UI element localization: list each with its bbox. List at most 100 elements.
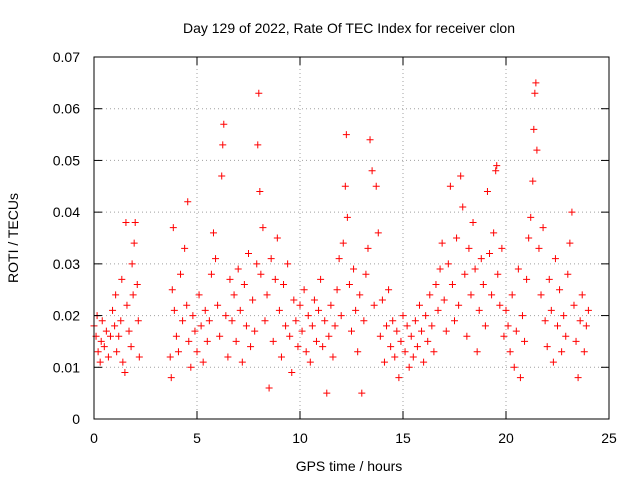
data-point (222, 312, 230, 320)
data-point (385, 286, 393, 294)
plot-frame (93, 56, 610, 420)
data-point (453, 234, 461, 242)
data-point (216, 332, 224, 340)
data-point (300, 286, 308, 294)
data-point (197, 322, 205, 330)
data-point (249, 296, 257, 304)
data-point (298, 327, 306, 335)
data-point (455, 301, 463, 309)
data-point (304, 312, 312, 320)
data-point (168, 286, 176, 294)
data-point (531, 89, 539, 97)
data-point (184, 198, 192, 206)
data-points (90, 79, 592, 397)
data-point (372, 182, 380, 190)
data-point (504, 322, 512, 330)
data-point (199, 358, 207, 366)
data-point (109, 306, 117, 314)
data-point (532, 79, 540, 87)
data-point (411, 317, 419, 325)
data-point (502, 306, 510, 314)
data-point (128, 260, 136, 268)
data-point (415, 301, 423, 309)
data-point (325, 332, 333, 340)
x-tick-label: 25 (601, 430, 617, 446)
data-point (242, 322, 250, 330)
data-point (551, 255, 559, 263)
data-point (399, 312, 407, 320)
data-point (214, 301, 222, 309)
data-point (387, 343, 395, 351)
data-point (512, 327, 520, 335)
data-point (106, 332, 114, 340)
data-point (290, 296, 298, 304)
data-point (467, 291, 475, 299)
data-point (294, 343, 302, 351)
data-point (259, 224, 267, 232)
data-point (123, 301, 131, 309)
data-point (245, 250, 252, 258)
data-point (167, 374, 175, 382)
data-point (514, 265, 522, 273)
data-point (446, 182, 454, 190)
data-point (389, 317, 397, 325)
data-point (448, 281, 456, 289)
data-point (193, 348, 201, 356)
data-point (432, 281, 440, 289)
data-point (343, 213, 351, 221)
data-point (562, 332, 570, 340)
data-point (496, 301, 504, 309)
data-point (508, 291, 516, 299)
data-point (436, 265, 444, 273)
data-point (440, 296, 448, 304)
data-point (405, 363, 413, 371)
data-point (256, 187, 264, 195)
data-point (523, 275, 531, 283)
data-point (181, 244, 189, 252)
data-point (98, 317, 106, 325)
data-point (426, 291, 434, 299)
data-point (172, 332, 180, 340)
data-point (479, 281, 487, 289)
data-point (506, 348, 514, 356)
data-point (576, 317, 584, 325)
data-point (471, 265, 479, 273)
data-point (337, 312, 345, 320)
data-point (282, 322, 290, 330)
data-point (376, 332, 384, 340)
data-point (403, 322, 411, 330)
data-point (539, 224, 547, 232)
y-tick-label: 0.02 (53, 308, 80, 324)
data-point (115, 332, 123, 340)
y-tick-label: 0.05 (53, 152, 80, 168)
data-point (121, 368, 129, 376)
data-point (374, 229, 382, 237)
grid-lines (94, 57, 609, 419)
data-point (129, 291, 137, 299)
data-point (254, 141, 262, 149)
data-point (424, 337, 432, 345)
x-axis-label: GPS time / hours (296, 458, 403, 474)
data-point (530, 125, 538, 133)
data-point (558, 348, 566, 356)
data-point (451, 317, 458, 325)
data-point (475, 306, 483, 314)
data-point (323, 389, 331, 397)
data-point (584, 306, 592, 314)
data-point (481, 322, 489, 330)
x-tick-label: 20 (498, 430, 514, 446)
data-point (284, 260, 292, 268)
data-point (236, 306, 244, 314)
data-point (442, 327, 450, 335)
data-point (315, 306, 323, 314)
data-point (420, 358, 428, 366)
data-point (580, 348, 588, 356)
data-point (189, 312, 197, 320)
data-point (269, 337, 277, 345)
data-point (273, 234, 281, 242)
data-point (574, 374, 582, 382)
data-point (570, 301, 578, 309)
data-point (360, 317, 368, 325)
data-point (308, 322, 316, 330)
data-point (212, 255, 220, 263)
